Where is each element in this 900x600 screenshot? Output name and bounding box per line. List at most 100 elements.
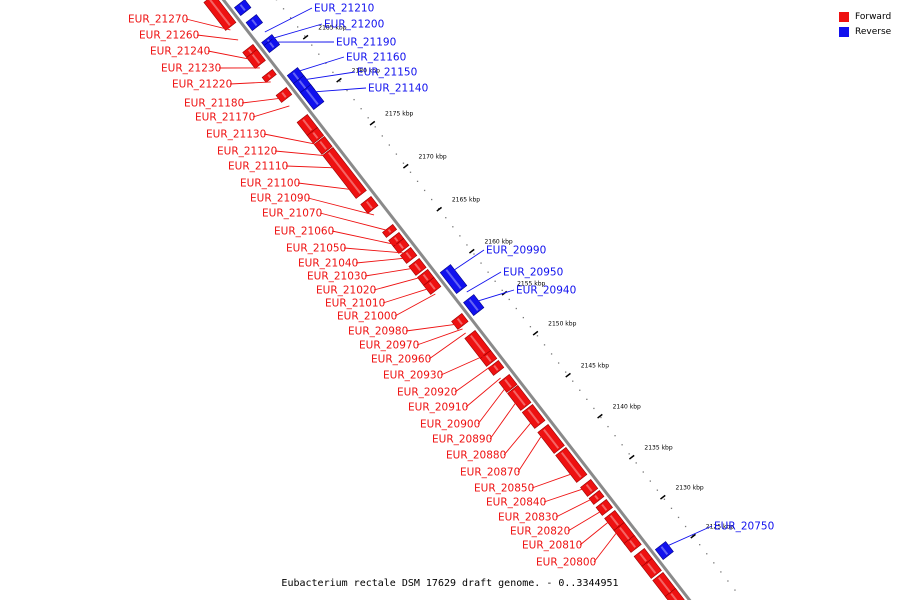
- label-leader-line: [382, 287, 431, 304]
- label-leader-line: [466, 271, 502, 293]
- forward-gene-label: EUR_21110: [228, 161, 288, 173]
- forward-gene-label: EUR_21000: [337, 311, 397, 323]
- scale-dot: [445, 217, 447, 219]
- gene-highlight: [619, 527, 630, 540]
- scale-dot: [628, 453, 630, 455]
- forward-gene-label: EUR_21030: [307, 271, 367, 283]
- scale-dot: [452, 226, 454, 228]
- forward-gene-label: EUR_20870: [460, 467, 520, 479]
- gene-highlight: [398, 243, 404, 249]
- reverse-gene-block: [439, 264, 468, 294]
- gene-highlight: [660, 546, 669, 555]
- scale-dot: [346, 89, 348, 92]
- gene-highlight: [239, 4, 246, 11]
- scale-dot: [431, 198, 433, 201]
- label-leader-line: [364, 267, 416, 277]
- forward-gene-block: [392, 238, 410, 254]
- label-leader-line: [343, 247, 404, 254]
- forward-gene-block: [408, 258, 427, 276]
- forward-gene-block: [451, 313, 469, 330]
- forward-gene-block: [246, 49, 266, 69]
- gene-highlight: [445, 269, 462, 289]
- reverse-gene-label: EUR_20940: [516, 285, 576, 297]
- forward-gene-label: EUR_21040: [298, 258, 358, 270]
- tick-mark: [336, 77, 342, 83]
- gene-highlight: [504, 379, 512, 388]
- label-leader-line: [405, 323, 459, 332]
- tick-label: 2175 kbp: [385, 110, 413, 117]
- gene-highlight: [302, 119, 313, 131]
- tick-label: 2155 kbp: [517, 280, 545, 287]
- tick-mark: [660, 494, 666, 500]
- scale-dot: [339, 80, 341, 83]
- reverse-gene-block: [263, 37, 281, 53]
- label-leader-line: [394, 293, 436, 317]
- forward-gene-label: EUR_21180: [184, 98, 244, 110]
- reverse-gene-block: [654, 541, 674, 560]
- scale-dot: [360, 108, 362, 110]
- label-leader-line: [474, 289, 515, 303]
- forward-gene-label: EUR_20830: [498, 512, 558, 524]
- forward-gene-block: [507, 385, 532, 411]
- forward-gene-block: [537, 424, 565, 454]
- label-leaders: [185, 7, 713, 563]
- tick-label: 2145 kbp: [581, 362, 609, 369]
- label-leader-line: [207, 50, 254, 61]
- scale-dot: [586, 398, 588, 401]
- gene-blocks: [203, 0, 685, 600]
- scale-dot: [374, 126, 376, 128]
- scale-dot: [508, 298, 510, 301]
- scale-dot: [529, 326, 532, 328]
- scale-dot: [593, 407, 595, 410]
- forward-gene-label: EUR_21240: [150, 46, 210, 58]
- label-leader-line: [593, 529, 619, 563]
- scale-dot: [543, 344, 546, 346]
- gene-highlight: [560, 452, 582, 478]
- label-leader-line: [465, 377, 501, 408]
- forward-gene-label: EUR_20970: [359, 340, 419, 352]
- reverse-gene-label: EUR_21150: [357, 67, 417, 79]
- tick-label: 2135 kbp: [644, 444, 672, 451]
- forward-gene-block: [322, 147, 367, 199]
- tick-label: 2180 kbp: [352, 67, 380, 74]
- label-leader-line: [241, 97, 284, 104]
- tick-mark: [597, 413, 603, 419]
- gene-highlight: [422, 274, 429, 281]
- gene-highlight: [639, 553, 647, 562]
- reverse-gene-label: EUR_21140: [368, 83, 428, 95]
- forward-gene-label: EUR_20850: [474, 483, 534, 495]
- reverse-gene-label: EUR_21160: [346, 52, 406, 64]
- scale-dot: [713, 562, 715, 564]
- label-leader-line: [428, 332, 466, 360]
- scale-dot: [706, 553, 708, 555]
- gene-highlight: [281, 92, 287, 98]
- forward-gene-label: EUR_20980: [348, 326, 408, 338]
- reverse-swatch: [839, 26, 849, 37]
- gene-highlight: [456, 318, 463, 325]
- scale-dot: [635, 462, 637, 464]
- map-caption: Eubacterium rectale DSM 17629 draft geno…: [281, 578, 619, 589]
- forward-gene-label: EUR_21120: [217, 146, 277, 158]
- scale-dot: [572, 380, 574, 382]
- scale-dot: [494, 280, 496, 282]
- forward-gene-label: EUR_21010: [325, 298, 385, 310]
- gene-highlight: [387, 229, 392, 233]
- gene-highlight: [543, 429, 560, 449]
- forward-gene-label: EUR_20900: [420, 419, 480, 431]
- gene-highlight: [405, 252, 412, 259]
- gene-highlight: [658, 577, 672, 594]
- scale-dot: [402, 162, 405, 164]
- gene-highlight: [428, 282, 436, 290]
- gene-highlight: [601, 504, 608, 511]
- label-leader-line: [355, 257, 408, 264]
- forward-gene-block: [641, 558, 662, 579]
- forward-gene-block: [623, 535, 642, 553]
- reverse-gene-label: EUR_20950: [503, 267, 563, 279]
- scale-dot: [691, 534, 694, 537]
- scale-dot: [649, 480, 651, 482]
- gene-highlight: [414, 263, 421, 271]
- legend-forward: Forward: [839, 9, 891, 24]
- label-leader-line: [270, 23, 323, 40]
- scale-dot: [642, 471, 644, 473]
